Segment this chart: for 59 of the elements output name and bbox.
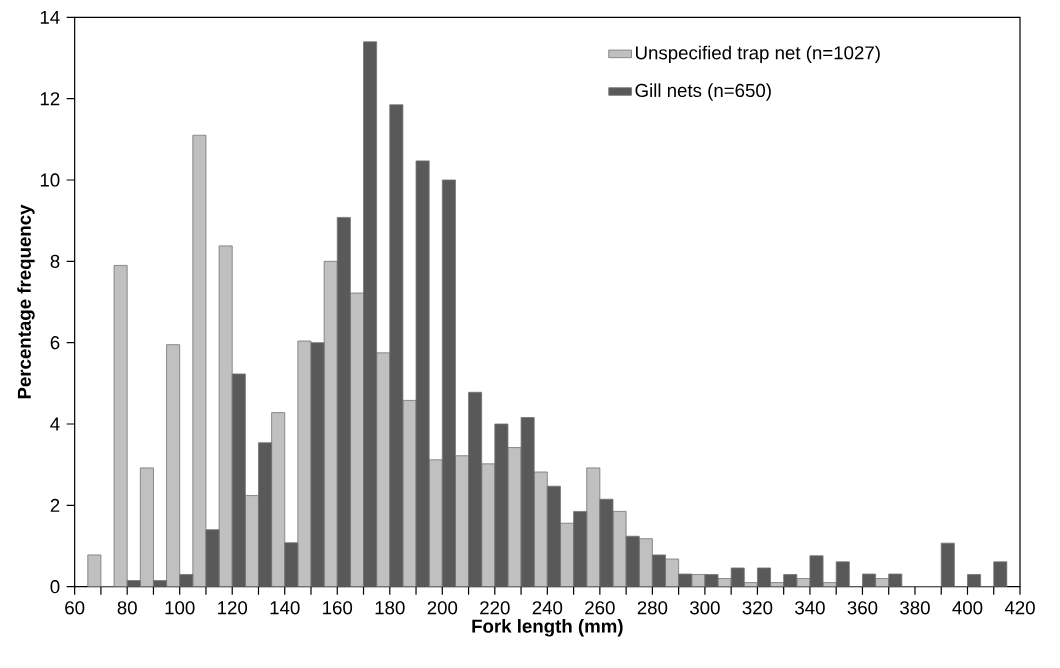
bar (468, 392, 482, 587)
bar (258, 442, 272, 587)
bar (481, 463, 495, 587)
y-tick-label: 2 (50, 498, 60, 512)
bar (219, 245, 233, 587)
legend-label: Unspecified trap net (n=1027) (635, 45, 880, 64)
bar (376, 352, 390, 587)
x-tick-label: 340 (795, 601, 825, 615)
bar (547, 486, 561, 587)
x-axis-title: Fork length (mm) (472, 619, 623, 637)
bar (389, 104, 403, 587)
x-tick-label: 260 (585, 601, 615, 615)
bar (363, 41, 377, 587)
y-tick-label: 6 (50, 336, 60, 350)
bar (232, 373, 246, 587)
bar (639, 538, 653, 587)
x-tick-label: 200 (427, 601, 458, 615)
x-tick-label: 160 (323, 601, 353, 615)
y-axis-title: Percentage frequency (17, 204, 35, 399)
x-tick-label: 240 (532, 601, 563, 615)
bar (534, 471, 548, 587)
x-tick-label: 220 (480, 601, 510, 615)
x-tick-label: 60 (65, 601, 85, 615)
x-tick-label: 320 (742, 601, 773, 615)
bar (455, 455, 469, 587)
y-tick-label: 10 (40, 173, 60, 187)
x-tick-label: 140 (270, 601, 300, 615)
bar (586, 467, 600, 587)
y-tick-label: 12 (40, 92, 60, 106)
x-tick-label: 400 (952, 601, 983, 615)
bar (166, 344, 180, 587)
x-tick-label: 80 (117, 601, 137, 615)
bar (429, 459, 443, 587)
bar (350, 293, 364, 587)
bar (324, 261, 338, 587)
bar (245, 495, 259, 587)
bar (573, 511, 587, 587)
bar (442, 179, 456, 587)
x-tick-label: 300 (690, 601, 720, 615)
x-tick-label: 120 (218, 601, 248, 615)
x-tick-label: 420 (1004, 601, 1035, 615)
x-tick-label: 360 (847, 601, 878, 615)
bar (114, 265, 128, 587)
y-tick-label: 8 (50, 254, 60, 268)
bar (140, 467, 154, 587)
x-tick-label: 100 (165, 601, 195, 615)
x-tick-label: 280 (637, 601, 668, 615)
y-tick-label: 4 (50, 417, 60, 431)
x-tick-label: 180 (375, 601, 405, 615)
bar (521, 417, 535, 587)
bar (192, 135, 206, 587)
bar (271, 412, 285, 587)
x-tick-label: 380 (900, 601, 930, 615)
bar (337, 217, 351, 587)
legend-label: Gill nets (n=650) (635, 83, 771, 101)
bar (494, 424, 508, 587)
y-tick-label: 0 (50, 580, 60, 594)
y-tick-label: 14 (40, 10, 60, 24)
bar (416, 160, 430, 587)
